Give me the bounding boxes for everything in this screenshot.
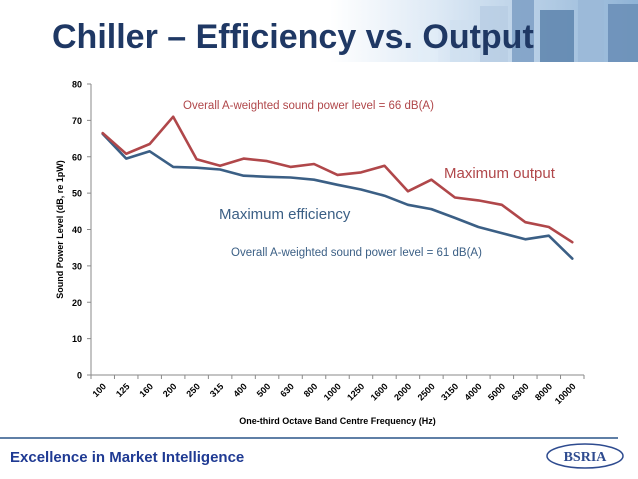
x-tick-label: 2500 bbox=[416, 381, 437, 402]
chart-annotations: Overall A-weighted sound power level = 6… bbox=[55, 100, 556, 426]
footer-divider bbox=[0, 437, 618, 439]
x-tick-label: 8000 bbox=[533, 381, 554, 402]
x-tick-label: 160 bbox=[137, 381, 155, 399]
x-tick-label: 125 bbox=[114, 381, 132, 399]
x-tick-label: 1000 bbox=[322, 381, 343, 402]
y-tick-label: 30 bbox=[72, 261, 82, 271]
x-tick-label: 630 bbox=[278, 381, 296, 399]
skyscraper-photo bbox=[330, 0, 638, 62]
x-tick-label: 5000 bbox=[486, 381, 507, 402]
header-photo bbox=[330, 0, 638, 62]
y-tick-label: 40 bbox=[72, 225, 82, 235]
y-tick-label: 10 bbox=[72, 334, 82, 344]
x-tick-label: 500 bbox=[255, 381, 273, 399]
x-tick-labels: 100 125 160 200 250 315 400 500 630 800 1000 1250 16… bbox=[90, 381, 577, 406]
x-tick-label: 1250 bbox=[345, 381, 366, 402]
max-output-label: Maximum output bbox=[444, 165, 556, 182]
x-axis-title: One-third Octave Band Centre Frequency (… bbox=[239, 416, 436, 426]
x-tick-label: 400 bbox=[231, 381, 249, 399]
footer-tagline: Excellence in Market Intelligence bbox=[10, 449, 245, 466]
efficiency-overall-annotation: Overall A-weighted sound power level = 6… bbox=[231, 247, 482, 259]
y-tick-label: 50 bbox=[72, 189, 82, 199]
output-overall-annotation: Overall A-weighted sound power level = 6… bbox=[183, 100, 434, 112]
slide-title: Chiller – Efficiency vs. Output bbox=[52, 18, 534, 56]
y-tick-label: 0 bbox=[77, 371, 82, 381]
y-axis-title: Sound Power Level (dB, re 1pW) bbox=[55, 160, 65, 299]
y-tick-label: 20 bbox=[72, 298, 82, 308]
series-lines bbox=[101, 115, 574, 260]
logo-wordmark: BSRIA bbox=[564, 450, 608, 465]
bsria-logo: BSRIA bbox=[544, 440, 626, 472]
x-tick-label: 1600 bbox=[369, 381, 390, 402]
x-tick-label: 10000 bbox=[553, 381, 578, 406]
y-tick-label: 80 bbox=[72, 80, 82, 90]
series-line-maximum-efficiency bbox=[101, 132, 574, 260]
x-tick-label: 200 bbox=[161, 381, 179, 399]
x-tick-label: 100 bbox=[90, 381, 108, 399]
x-tick-label: 4000 bbox=[463, 381, 484, 402]
x-tick-label: 800 bbox=[302, 381, 320, 399]
max-efficiency-label: Maximum efficiency bbox=[219, 206, 351, 223]
x-tick-label: 6300 bbox=[509, 381, 530, 402]
series-line-maximum-output bbox=[101, 115, 574, 244]
x-tick-label: 2000 bbox=[392, 381, 413, 402]
x-tick-label: 315 bbox=[208, 381, 226, 399]
x-tick-label: 3150 bbox=[439, 381, 460, 402]
y-tick-label: 60 bbox=[72, 152, 82, 162]
y-tick-label: 70 bbox=[72, 116, 82, 126]
y-tick-labels: 0 10 20 30 40 50 60 70 80 bbox=[72, 80, 82, 381]
chart-axes bbox=[87, 83, 585, 379]
x-tick-label: 250 bbox=[184, 381, 202, 399]
